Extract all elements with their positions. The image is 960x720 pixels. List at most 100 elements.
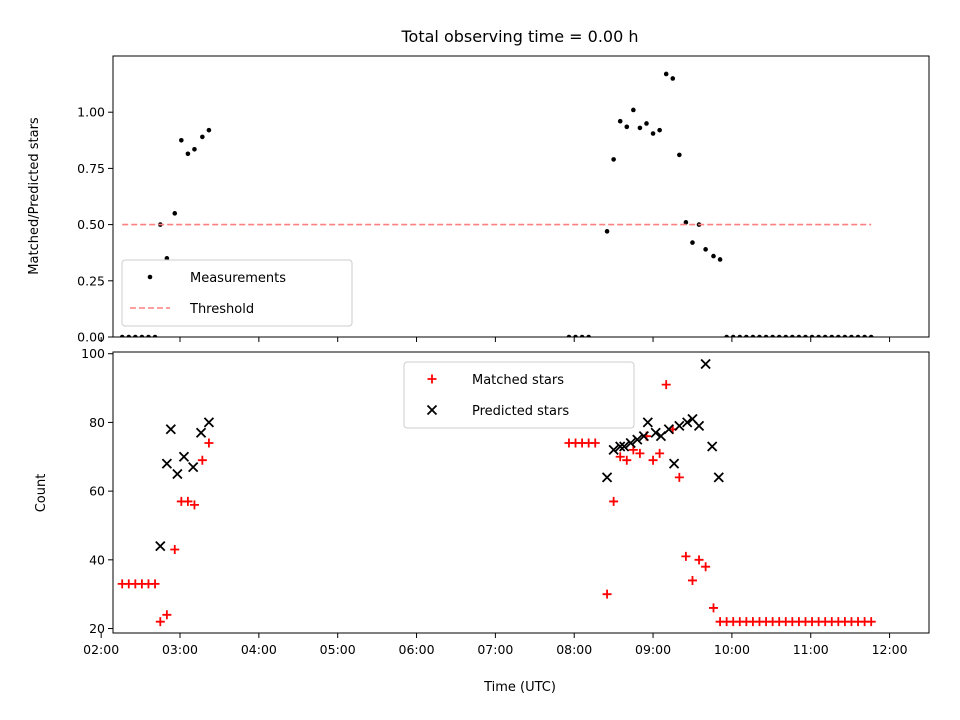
top-axes-frame xyxy=(112,55,930,338)
matched-stars-point xyxy=(602,589,612,599)
top-y-tick-label: 1.00 xyxy=(77,105,105,120)
measurements-point xyxy=(637,125,643,131)
bottom-x-tick-label: 10:00 xyxy=(714,642,750,657)
predicted-stars-point xyxy=(693,420,705,431)
bottom-y-tick-label: 40 xyxy=(89,552,105,567)
measurements-point xyxy=(862,334,867,337)
measurements-point xyxy=(631,107,636,113)
measurements-point xyxy=(644,121,649,126)
measurements-point xyxy=(816,334,821,337)
measurements-point xyxy=(133,334,138,337)
top-y-tick-label: 0.75 xyxy=(77,161,105,176)
matched-stars-point xyxy=(197,455,207,465)
measurements-point xyxy=(703,247,708,252)
measurements-point xyxy=(152,334,158,337)
bottom-x-tick-label: 11:00 xyxy=(793,642,829,657)
measurements-legend-swatch xyxy=(147,274,153,280)
matched-stars-point xyxy=(615,452,625,462)
predicted-stars-point xyxy=(601,472,613,483)
bottom-y-tick-label: 100 xyxy=(81,346,105,361)
top-axes: 0.00 0.25 0.50 0.75 1.00 Measurements Threshol… xyxy=(77,55,930,345)
measurements-point xyxy=(750,334,756,337)
measurements-point xyxy=(192,146,197,152)
matched-stars-point xyxy=(189,500,199,510)
matched-stars-point xyxy=(150,579,160,589)
predicted-stars-point xyxy=(161,458,173,469)
measurements-point xyxy=(776,334,782,337)
measurements-point xyxy=(566,334,572,337)
predicted-stars-point xyxy=(674,420,685,431)
measurements-point xyxy=(790,334,795,337)
predicted-stars-point xyxy=(642,417,653,428)
measurements-point xyxy=(849,334,854,337)
measurements-point xyxy=(711,253,716,259)
measurements-point xyxy=(604,229,610,234)
predicted-stars-point xyxy=(663,424,674,435)
measurements-point xyxy=(126,334,132,337)
predicted-stars-point xyxy=(707,441,718,452)
bottom-x-tick-label: 07:00 xyxy=(477,642,513,657)
measurements-point xyxy=(139,334,145,337)
measurements-point xyxy=(206,127,212,133)
matched-stars-point xyxy=(170,545,180,555)
measurements-point xyxy=(757,334,762,337)
predicted-stars-point xyxy=(700,358,711,370)
predicted-stars-point xyxy=(619,441,630,452)
measurements-point xyxy=(717,257,723,262)
bottom-x-tick-label: 09:00 xyxy=(635,642,671,657)
matched-stars-point xyxy=(674,472,684,482)
matched-stars-legend-label: Matched stars xyxy=(472,373,564,388)
top-legend-box xyxy=(121,259,353,327)
measurements-point xyxy=(624,124,630,130)
top-y-axis-label: Matched/Predicted stars xyxy=(27,117,42,275)
matched-stars-point xyxy=(162,610,172,620)
measurements-point xyxy=(730,334,736,337)
matched-stars-point xyxy=(709,603,719,613)
measurements-point xyxy=(200,134,205,140)
bottom-y-tick-label: 80 xyxy=(89,415,105,430)
bottom-x-tick-label: 02:00 xyxy=(83,642,119,657)
measurements-point xyxy=(783,334,789,337)
predicted-stars-point xyxy=(188,461,199,473)
top-y-tick-label: 0.00 xyxy=(77,330,105,345)
measurements-point xyxy=(579,334,585,337)
measurements-point xyxy=(690,240,695,245)
matched-stars-point xyxy=(694,555,704,565)
predicted-stars-point xyxy=(638,431,649,442)
bottom-x-tick-label: 05:00 xyxy=(320,642,356,657)
predicted-stars-point xyxy=(203,417,215,428)
top-y-tick-label: 0.25 xyxy=(77,273,105,288)
predicted-stars-point xyxy=(632,434,643,445)
measurements-point xyxy=(617,118,623,124)
measurements-point xyxy=(809,334,815,337)
measurements-point xyxy=(663,71,669,77)
measurements-point xyxy=(763,334,769,337)
measurements-point xyxy=(185,151,191,157)
bottom-plot-area xyxy=(117,358,876,627)
bottom-legend: Matched stars Predicted stars xyxy=(403,361,635,429)
matched-stars-point xyxy=(183,496,193,506)
measurements-point xyxy=(770,334,775,337)
predicted-stars-point xyxy=(172,468,183,480)
measurements-legend-label: Measurements xyxy=(190,271,286,286)
measurements-point xyxy=(657,127,662,133)
predicted-stars-point xyxy=(625,437,636,449)
matched-stars-point xyxy=(655,448,665,458)
predicted-stars-point xyxy=(155,540,166,552)
bottom-legend-box xyxy=(403,361,635,429)
bottom-y-tick-label: 60 xyxy=(89,484,105,499)
measurements-point xyxy=(146,334,151,337)
measurements-point xyxy=(650,131,656,136)
predicted-stars-point xyxy=(713,472,724,483)
measurements-point xyxy=(737,334,743,337)
bottom-x-tick-label: 08:00 xyxy=(556,642,592,657)
measurements-point xyxy=(586,334,591,337)
matched-stars-point xyxy=(204,438,214,448)
matched-stars-point xyxy=(687,575,697,585)
bottom-y-axis-label: Count xyxy=(34,474,49,513)
matched-stars-point xyxy=(648,455,658,465)
matched-stars-point xyxy=(681,551,691,561)
bottom-x-axis-label: Time (UTC) xyxy=(483,680,556,695)
bottom-y-tick-label: 20 xyxy=(89,621,105,636)
